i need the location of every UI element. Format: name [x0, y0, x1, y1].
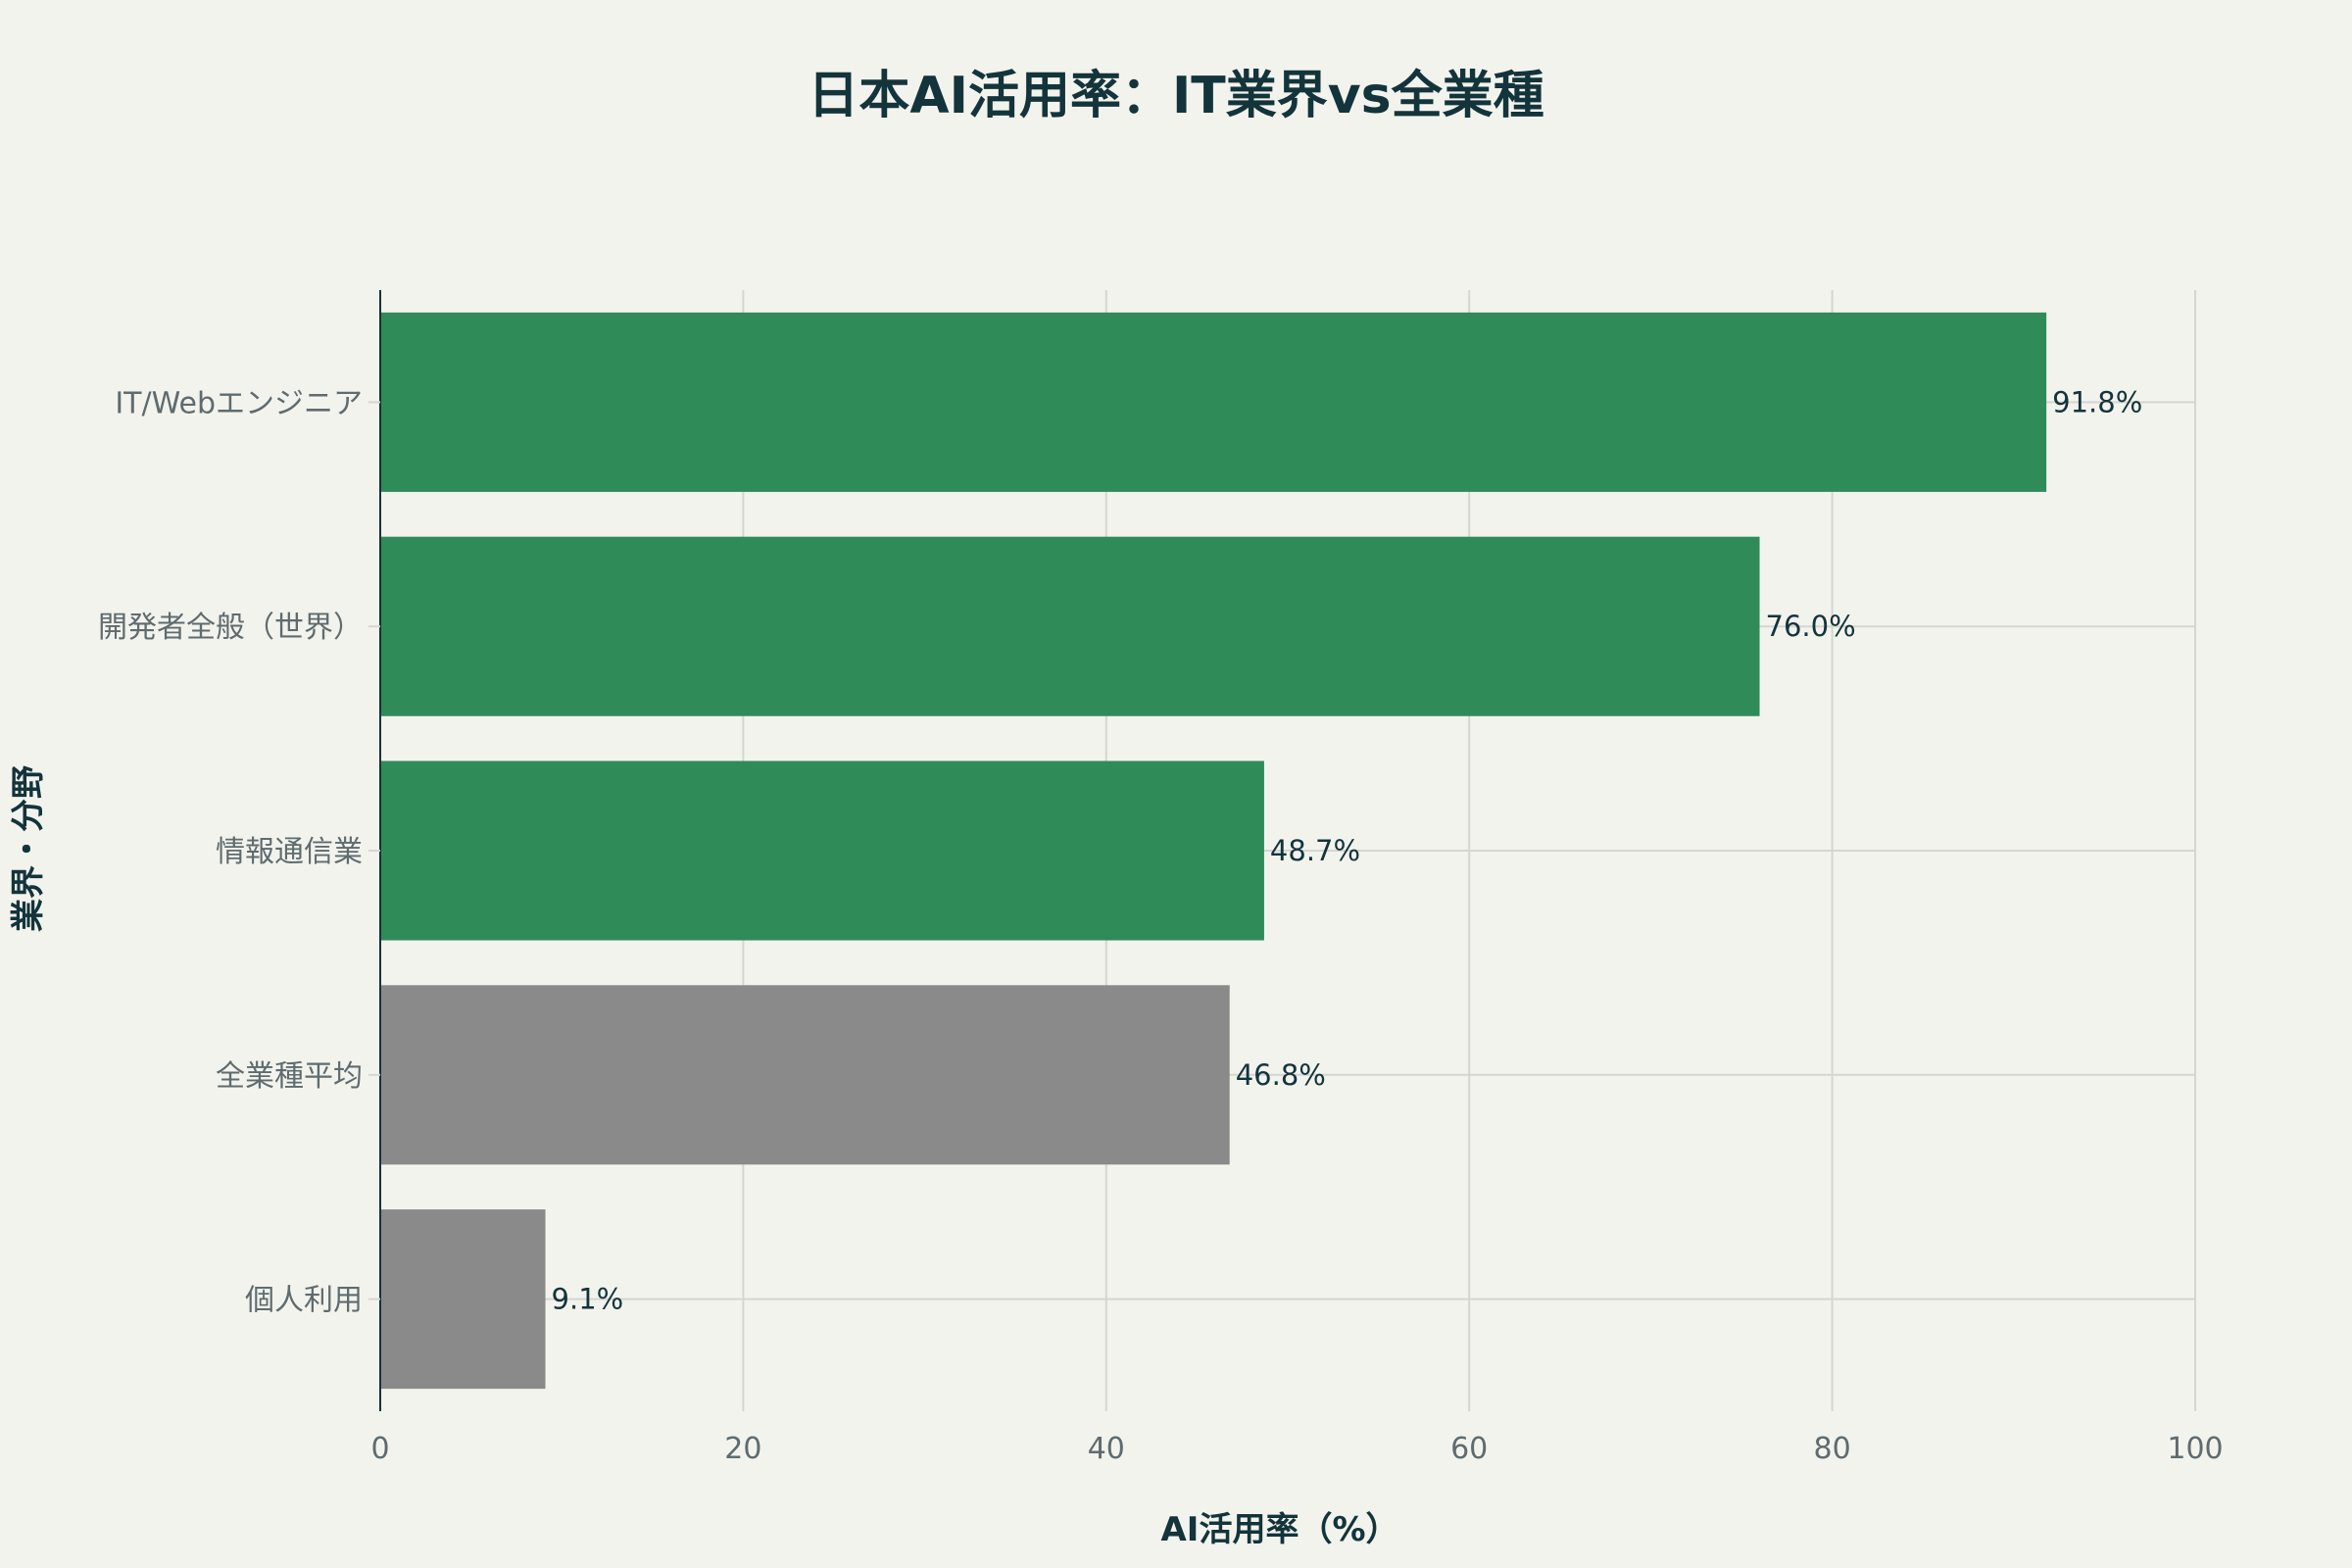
bar-value-label: 48.7%	[1270, 834, 1360, 867]
chart-title: 日本AI活用率：IT業界vs全業種	[808, 67, 1544, 125]
y-axis-title: 業界・分野	[9, 765, 48, 932]
x-axis-title: AI活用率（%）	[1160, 1510, 1398, 1549]
x-tick-label: 100	[2167, 1432, 2223, 1466]
bar	[380, 985, 1230, 1165]
bar	[380, 760, 1264, 941]
x-tick-label: 40	[1088, 1432, 1125, 1466]
x-tick-label: 20	[724, 1432, 761, 1466]
category-label: 開発者全般（世界）	[98, 611, 363, 645]
category-label: 全業種平均	[216, 1059, 363, 1094]
bars	[380, 312, 2047, 1390]
bar-value-label: 46.8%	[1236, 1058, 1326, 1092]
category-label: 情報通信業	[216, 835, 363, 869]
x-tick-label: 60	[1450, 1432, 1488, 1466]
bar	[380, 536, 1760, 716]
x-tick-labels: 0 20 40 60 80 100	[370, 1432, 2223, 1466]
x-tick-label: 80	[1814, 1432, 1851, 1466]
bar	[380, 1209, 546, 1390]
category-label: 個人利用	[245, 1284, 363, 1318]
data-labels: 91.8% 76.0% 48.7% 46.8% 9.1%	[552, 385, 2143, 1315]
bar-value-label: 76.0%	[1766, 610, 1856, 643]
category-label: IT/Webエンジニア	[115, 386, 363, 420]
bar	[380, 312, 2047, 492]
bar-value-label: 9.1%	[552, 1283, 624, 1316]
x-tick-label: 0	[370, 1432, 389, 1466]
bar-value-label: 91.8%	[2052, 385, 2142, 418]
